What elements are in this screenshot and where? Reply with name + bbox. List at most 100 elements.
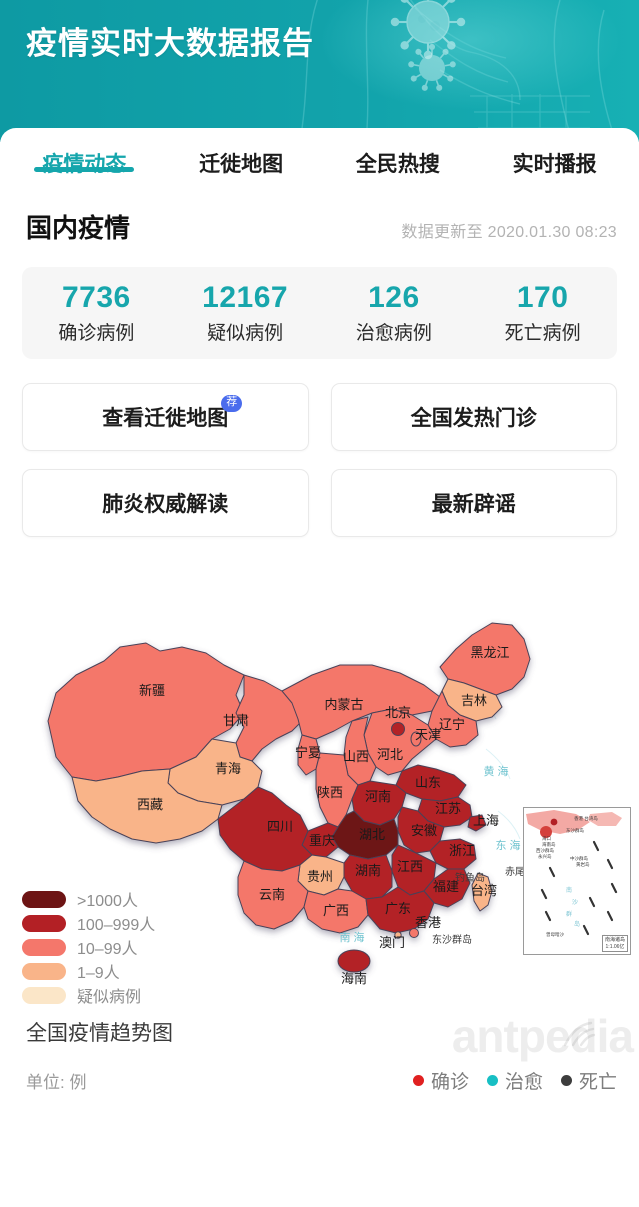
label-sichuan: 四川 [267, 819, 293, 834]
label-yellow-sea: 黄 海 [483, 764, 508, 778]
label-henan: 河南 [365, 789, 391, 804]
legend-swatch-suspected [22, 986, 66, 1004]
stat-cured: 126 治愈病例 [320, 281, 469, 345]
svg-text:黄岩岛: 黄岩岛 [576, 861, 590, 868]
svg-text:群: 群 [566, 910, 572, 918]
label-shanghai: 上海 [473, 813, 499, 828]
legend-row: 10–99人 [22, 935, 155, 959]
stat-label: 死亡病例 [504, 322, 581, 344]
label-shanxi: 山西 [343, 749, 369, 764]
virus-icon [390, 0, 466, 60]
button-fever-clinics[interactable]: 全国发热门诊 [330, 383, 617, 451]
stats-panel: 7736 确诊病例 12167 疑似病例 126 治愈病例 170 死亡病例 [22, 267, 617, 359]
legend-label: 1–9人 [77, 965, 120, 982]
label-dongsha-islands: 东沙群岛 [432, 933, 472, 946]
map-legend: >1000人 100–999人 10–99人 1–9人 疑似病例 [22, 887, 155, 1007]
svg-text:岛: 岛 [574, 920, 580, 928]
province-sichuan [217, 786, 313, 872]
province-ningxia [297, 734, 321, 776]
label-liaoning: 辽宁 [439, 717, 465, 732]
legend-label: >1000人 [77, 893, 138, 910]
legend-label: 治愈 [504, 1072, 543, 1093]
legend-label: 100–999人 [77, 917, 156, 934]
inset-caption: 南海诸岛 1:1.06亿 [601, 935, 628, 952]
china-epidemic-map[interactable]: 新疆 甘肃 青海 西藏 内蒙古 黑龙江 吉林 辽宁 北京 天津 河北 宁夏 山西… [0, 543, 639, 1013]
section-header: 国内疫情 数据更新至 2020.01.30 08:23 [0, 200, 639, 245]
tab-shishibobao[interactable]: 实时播报 [476, 128, 633, 178]
legend-row: 1–9人 [22, 959, 155, 983]
label-tibet: 西藏 [137, 797, 163, 812]
tab-bar: 疫情动态 迁徙地图 全民热搜 实时播报 [0, 128, 639, 200]
tab-label: 迁徙地图 [199, 153, 284, 176]
stat-label: 治愈病例 [355, 322, 432, 344]
legend-swatch-100-999 [22, 914, 66, 932]
legend-row: 100–999人 [22, 911, 155, 935]
page-header: 疫情实时大数据报告 [0, 0, 639, 142]
province-hubei [331, 810, 399, 860]
trend-legend-deaths[interactable]: 死亡 [560, 1067, 617, 1094]
label-jilin: 吉林 [461, 693, 487, 708]
province-beijing [391, 722, 405, 736]
section-title: 国内疫情 [26, 213, 131, 243]
legend-dot-deaths [560, 1075, 572, 1086]
legend-swatch-1-9 [22, 962, 66, 980]
label-beijing: 北京 [385, 705, 411, 720]
tab-qianximaps[interactable]: 迁徙地图 [163, 128, 320, 178]
svg-text:沙: 沙 [572, 899, 578, 906]
trend-legend-confirmed[interactable]: 确诊 [412, 1067, 469, 1094]
south-china-sea-inset[interactable]: 香港 台湾岛 东沙群岛 海口 海南岛 西沙群岛 永兴岛 中沙群岛 黄岩岛 曾母暗… [523, 807, 631, 955]
label-xinjiang: 新疆 [139, 683, 165, 698]
stat-deaths: 170 死亡病例 [468, 281, 617, 345]
stat-value: 170 [516, 281, 569, 315]
tab-quanminresou[interactable]: 全民热搜 [320, 128, 477, 178]
button-label: 全国发热门诊 [410, 407, 537, 430]
label-jiangsu: 江苏 [435, 801, 461, 816]
trend-legend-cured[interactable]: 治愈 [486, 1067, 543, 1094]
label-gansu: 甘肃 [223, 713, 249, 728]
button-latest-rumor-debunk[interactable]: 最新辟谣 [330, 469, 617, 537]
tab-yiqingdongtai[interactable]: 疫情动态 [6, 128, 163, 178]
lung-illustration [0, 0, 639, 142]
svg-text:南: 南 [566, 886, 572, 894]
trend-section: antpedia 全国疫情趋势图 单位: 例 确诊 治愈 死亡 [0, 1010, 639, 1094]
stat-suspected: 12167 疑似病例 [171, 281, 320, 345]
stat-confirmed: 7736 确诊病例 [22, 281, 171, 345]
province-macau [394, 931, 402, 939]
label-east-sea: 东 海 [495, 838, 520, 852]
label-inner-mongolia: 内蒙古 [324, 697, 363, 712]
legend-label: 10–99人 [77, 941, 138, 958]
svg-text:西沙群岛: 西沙群岛 [536, 847, 554, 854]
button-label: 查看迁徙地图 [102, 407, 229, 430]
china-map-svg[interactable]: 新疆 甘肃 青海 西藏 内蒙古 黑龙江 吉林 辽宁 北京 天津 河北 宁夏 山西… [0, 543, 639, 1013]
tab-label: 实时播报 [512, 153, 597, 176]
stat-value: 126 [368, 281, 420, 315]
stat-value: 7736 [62, 281, 131, 315]
province-yunnan [237, 860, 309, 930]
svg-text:中沙群岛: 中沙群岛 [570, 855, 588, 862]
tab-label: 全民热搜 [355, 153, 440, 176]
trend-legend: 确诊 治愈 死亡 [412, 1067, 617, 1094]
trend-meta-row: 单位: 例 确诊 治愈 死亡 [26, 1067, 617, 1094]
label-hebei: 河北 [377, 747, 403, 762]
legend-dot-cured [486, 1075, 498, 1086]
action-button-grid: 查看迁徙地图 荐 全国发热门诊 肺炎权威解读 最新辟谣 [22, 383, 617, 537]
stat-value: 12167 [202, 281, 289, 315]
button-label: 肺炎权威解读 [102, 493, 229, 516]
stat-label: 疑似病例 [207, 322, 284, 344]
label-hongkong: 香港 [415, 915, 441, 930]
button-pneumonia-authority[interactable]: 肺炎权威解读 [22, 469, 309, 537]
label-chongqing: 重庆 [309, 833, 335, 848]
label-hunan: 湖南 [355, 863, 381, 878]
page-title: 疫情实时大数据报告 [26, 26, 314, 61]
legend-label: 死亡 [578, 1072, 617, 1093]
button-view-migration-map[interactable]: 查看迁徙地图 荐 [22, 383, 309, 451]
label-yunnan: 云南 [259, 887, 285, 902]
province-shanghai [467, 814, 487, 832]
virus-icon-small [408, 43, 456, 91]
recommended-badge: 荐 [221, 395, 243, 412]
label-hainan: 海南 [341, 971, 367, 986]
svg-text:永兴岛: 永兴岛 [538, 853, 552, 860]
label-south-sea: 南 海 [339, 930, 364, 944]
tab-active-indicator [34, 167, 135, 172]
